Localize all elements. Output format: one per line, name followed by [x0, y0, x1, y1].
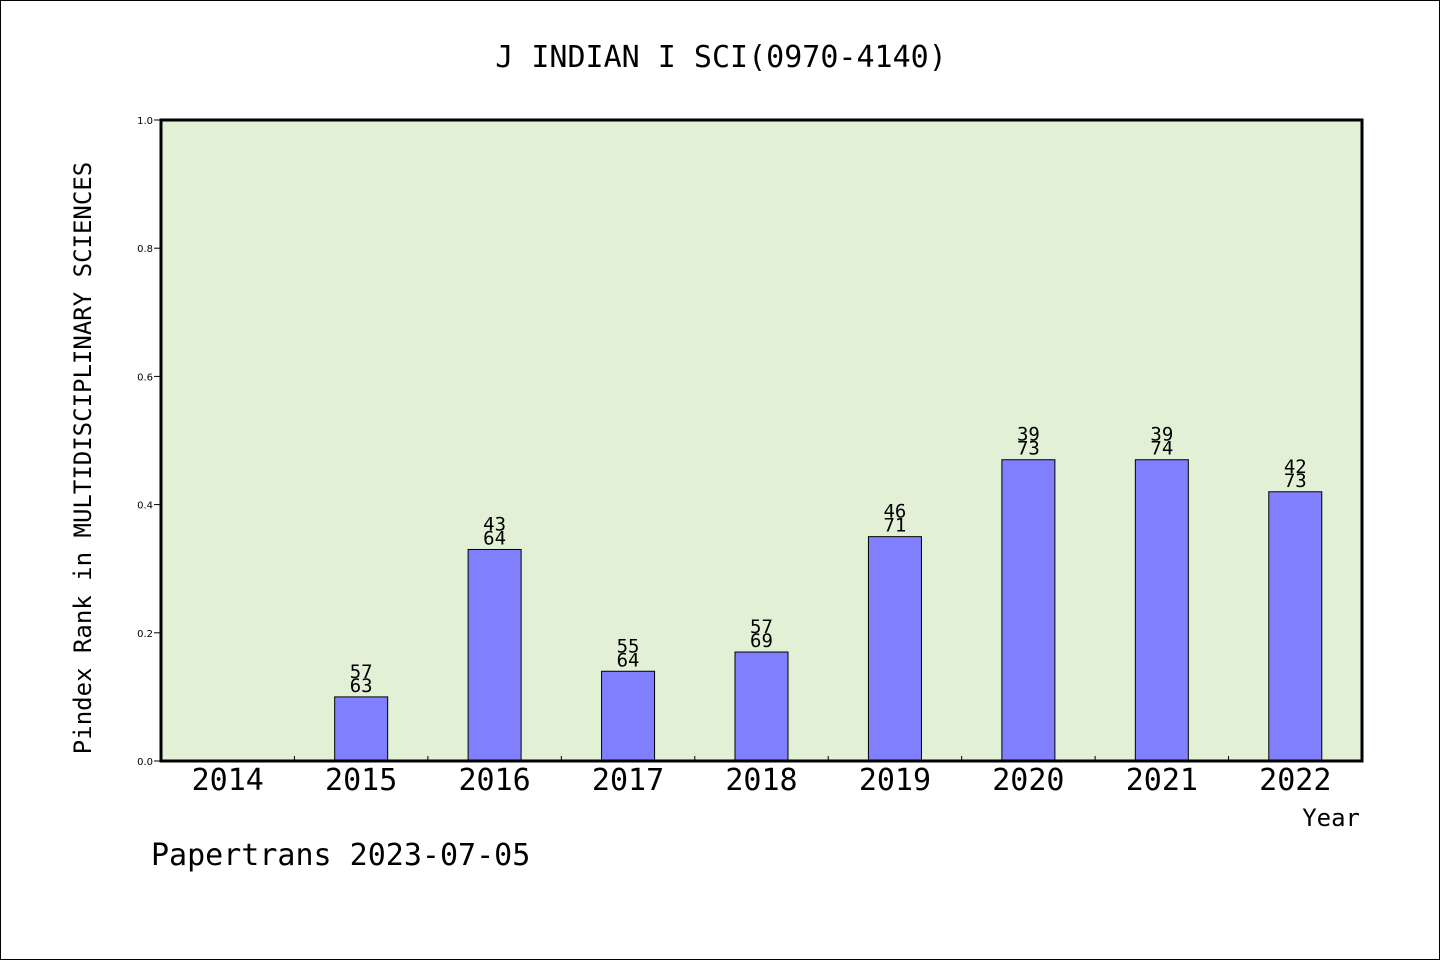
bar-label-top: 57 [750, 616, 773, 638]
x-axis-label: Year [1302, 804, 1360, 832]
plot-border [159, 118, 1364, 763]
bar-label-bottom: 71 [883, 515, 906, 537]
y-axis: 0.0 0.2 0.4 0.6 0.8 1.0 [137, 116, 161, 768]
bar-label-bottom: 73 [1017, 438, 1040, 460]
bar-label-bottom: 73 [1284, 470, 1307, 492]
x-tick-label: 2022 [1259, 763, 1331, 798]
x-tick-label: 2018 [725, 763, 797, 798]
y-tick-label: 0.6 [137, 372, 153, 383]
bar-2018 [734, 651, 789, 762]
bar-2019 [867, 536, 922, 762]
bar-2017 [601, 670, 656, 762]
bars-group [334, 459, 1323, 762]
x-tick-label: 2019 [859, 763, 931, 798]
y-tick-label: 0.2 [137, 629, 153, 640]
bar-label-top: 55 [617, 635, 640, 657]
x-tick-label: 2021 [1126, 763, 1198, 798]
bar-label-bottom: 64 [483, 527, 506, 549]
bar-label-top: 42 [1284, 456, 1307, 478]
bar-label-bottom: 69 [750, 630, 773, 652]
x-tick-label: 2015 [325, 763, 397, 798]
bar-label-top: 39 [1017, 424, 1040, 446]
bar-label-top: 43 [483, 513, 506, 535]
x-tick-label: 2014 [192, 763, 264, 798]
bar-label-top: 39 [1150, 424, 1173, 446]
bar-2020 [1001, 459, 1056, 762]
bar-2015 [334, 696, 389, 762]
y-tick-label: 1.0 [137, 116, 153, 127]
bar-label-bottom: 74 [1150, 438, 1173, 460]
x-tick-label: 2020 [992, 763, 1064, 798]
bar-2016 [467, 548, 522, 762]
bar-label-bottom: 64 [617, 649, 640, 671]
footer-credit: Papertrans 2023-07-05 [151, 838, 530, 873]
bar-label-bottom: 63 [350, 675, 373, 697]
chart-title: J INDIAN I SCI(0970-4140) [495, 40, 947, 75]
y-tick-label: 0.0 [137, 757, 153, 768]
y-axis-label: Pindex Rank in MULTIDISCIPLINARY SCIENCE… [69, 162, 97, 754]
x-axis: 2014 2015 2016 2017 2018 2019 2020 2021 2022 [192, 756, 1331, 798]
x-tick-label: 2016 [458, 763, 530, 798]
bar-label-top: 46 [883, 501, 906, 523]
bar-2022 [1268, 491, 1323, 762]
x-tick-label: 2017 [592, 763, 664, 798]
y-tick-label: 0.4 [137, 501, 153, 512]
bar-label-top: 57 [350, 661, 373, 683]
bar-2021 [1134, 459, 1189, 762]
y-tick-label: 0.8 [137, 244, 153, 255]
